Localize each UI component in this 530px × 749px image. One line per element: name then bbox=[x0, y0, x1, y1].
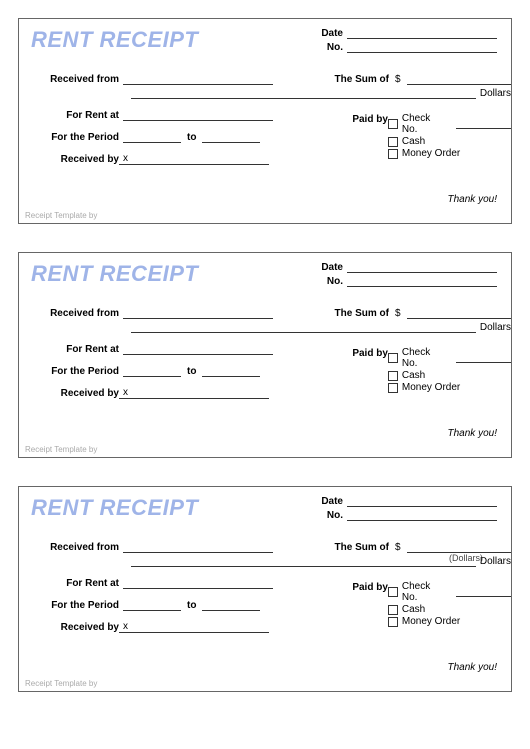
received-by-label: Received by bbox=[31, 154, 119, 165]
rent-at-label: For Rent at bbox=[31, 578, 119, 589]
money-order-checkbox[interactable] bbox=[388, 617, 398, 627]
received-from-label: Received from bbox=[31, 308, 119, 319]
header-right: Date No. bbox=[287, 27, 497, 55]
cash-label: Cash bbox=[402, 370, 425, 381]
no-label: No. bbox=[287, 510, 343, 521]
received-by-field[interactable]: x bbox=[119, 153, 269, 165]
money-order-label: Money Order bbox=[402, 616, 460, 627]
rent-at-label: For Rent at bbox=[31, 344, 119, 355]
period-from-field[interactable] bbox=[123, 599, 181, 611]
no-label: No. bbox=[287, 276, 343, 287]
money-order-label: Money Order bbox=[402, 382, 460, 393]
sum-field[interactable] bbox=[407, 73, 511, 85]
sum-words-field[interactable] bbox=[131, 87, 476, 99]
rent-at-field[interactable] bbox=[123, 343, 273, 355]
received-by-label: Received by bbox=[31, 388, 119, 399]
check-no-field[interactable] bbox=[456, 119, 511, 129]
sum-field[interactable] bbox=[407, 541, 511, 553]
check-no-field[interactable] bbox=[456, 353, 511, 363]
money-order-checkbox[interactable] bbox=[388, 149, 398, 159]
cash-label: Cash bbox=[402, 136, 425, 147]
cash-checkbox[interactable] bbox=[388, 605, 398, 615]
footer-text: Receipt Template by bbox=[25, 211, 97, 220]
rent-receipt: RENT RECEIPTDateNo.Received fromThe Sum … bbox=[18, 252, 512, 458]
period-to-field[interactable] bbox=[202, 599, 260, 611]
received-by-field[interactable]: x bbox=[119, 621, 269, 633]
money-order-checkbox[interactable] bbox=[388, 383, 398, 393]
date-field[interactable] bbox=[347, 261, 497, 273]
sum-field[interactable] bbox=[407, 307, 511, 319]
rent-receipt: RENT RECEIPTDateNo.Received fromThe Sum … bbox=[18, 18, 512, 224]
period-label: For the Period bbox=[31, 600, 119, 611]
cash-checkbox[interactable] bbox=[388, 371, 398, 381]
dollars-label: Dollars bbox=[480, 88, 511, 99]
sum-words-field[interactable] bbox=[131, 555, 476, 567]
sum-words-field[interactable] bbox=[131, 321, 476, 333]
no-field[interactable] bbox=[347, 275, 497, 287]
footer-text: Receipt Template by bbox=[25, 445, 97, 454]
check-no-checkbox[interactable] bbox=[388, 119, 398, 129]
to-label: to bbox=[187, 132, 196, 143]
rent-at-field[interactable] bbox=[123, 109, 273, 121]
cash-checkbox[interactable] bbox=[388, 137, 398, 147]
check-no-checkbox[interactable] bbox=[388, 587, 398, 597]
currency-symbol: $ bbox=[395, 542, 401, 553]
thank-you: Thank you! bbox=[448, 194, 497, 205]
date-label: Date bbox=[287, 262, 343, 273]
currency-symbol: $ bbox=[395, 308, 401, 319]
period-to-field[interactable] bbox=[202, 131, 260, 143]
dollars-label: Dollars bbox=[480, 322, 511, 333]
dollars-label: Dollars bbox=[480, 556, 511, 567]
received-from-label: Received from bbox=[31, 542, 119, 553]
period-label: For the Period bbox=[31, 132, 119, 143]
money-order-label: Money Order bbox=[402, 148, 460, 159]
check-no-checkbox[interactable] bbox=[388, 353, 398, 363]
period-label: For the Period bbox=[31, 366, 119, 377]
received-from-field[interactable] bbox=[123, 73, 273, 85]
received-from-field[interactable] bbox=[123, 307, 273, 319]
date-field[interactable] bbox=[347, 27, 497, 39]
date-field[interactable] bbox=[347, 495, 497, 507]
rent-at-label: For Rent at bbox=[31, 110, 119, 121]
header-right: Date No. bbox=[287, 261, 497, 289]
thank-you: Thank you! bbox=[448, 662, 497, 673]
period-from-field[interactable] bbox=[123, 365, 181, 377]
period-from-field[interactable] bbox=[123, 131, 181, 143]
received-by-field[interactable]: x bbox=[119, 387, 269, 399]
rent-at-field[interactable] bbox=[123, 577, 273, 589]
to-label: to bbox=[187, 366, 196, 377]
rent-receipt: RENT RECEIPTDateNo.Received fromThe Sum … bbox=[18, 486, 512, 692]
no-field[interactable] bbox=[347, 509, 497, 521]
check-no-label: Check No. bbox=[402, 113, 448, 135]
paid-by-label: Paid by bbox=[301, 113, 388, 159]
received-by-label: Received by bbox=[31, 622, 119, 633]
currency-symbol: $ bbox=[395, 74, 401, 85]
to-label: to bbox=[187, 600, 196, 611]
header-right: Date No. bbox=[287, 495, 497, 523]
overlay-text: (Dollars) bbox=[449, 553, 483, 563]
received-from-label: Received from bbox=[31, 74, 119, 85]
date-label: Date bbox=[287, 28, 343, 39]
no-label: No. bbox=[287, 42, 343, 53]
sum-label: The Sum of bbox=[301, 542, 389, 553]
sum-label: The Sum of bbox=[301, 308, 389, 319]
thank-you: Thank you! bbox=[448, 428, 497, 439]
check-no-field[interactable] bbox=[456, 587, 511, 597]
check-no-label: Check No. bbox=[402, 347, 448, 369]
sum-label: The Sum of bbox=[301, 74, 389, 85]
period-to-field[interactable] bbox=[202, 365, 260, 377]
received-from-field[interactable] bbox=[123, 541, 273, 553]
no-field[interactable] bbox=[347, 41, 497, 53]
paid-by-label: Paid by bbox=[301, 581, 388, 627]
check-no-label: Check No. bbox=[402, 581, 448, 603]
cash-label: Cash bbox=[402, 604, 425, 615]
footer-text: Receipt Template by bbox=[25, 679, 97, 688]
paid-by-label: Paid by bbox=[301, 347, 388, 393]
date-label: Date bbox=[287, 496, 343, 507]
